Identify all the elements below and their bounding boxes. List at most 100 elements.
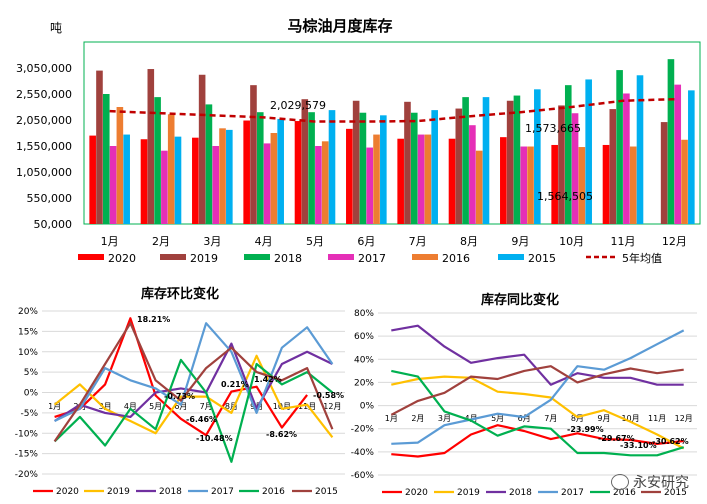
data-label: -6.46% xyxy=(186,415,217,424)
bar-2017 xyxy=(469,125,476,224)
data-label: 1,573,665 xyxy=(525,122,581,135)
legend-swatch xyxy=(328,254,354,260)
bar-2016 xyxy=(424,134,432,224)
x-tick-label: 2月 xyxy=(152,235,170,248)
bar-2016 xyxy=(578,147,586,224)
bar-2019 xyxy=(250,85,257,224)
bar-2017 xyxy=(417,134,425,224)
bar-2015 xyxy=(123,134,130,224)
legend-label: 2016 xyxy=(613,488,636,498)
bar-2018 xyxy=(616,70,623,224)
x-tick-label: 12月 xyxy=(675,414,693,423)
bar-2018 xyxy=(359,112,367,224)
x-tick-label: 12月 xyxy=(662,235,687,248)
bar-2017 xyxy=(571,113,579,224)
legend-label: 2020 xyxy=(108,252,136,265)
y-tick-label: -10% xyxy=(15,429,39,439)
y-tick-label: 10% xyxy=(18,348,38,358)
legend-label: 2016 xyxy=(262,487,285,497)
data-label: -8.62% xyxy=(266,430,297,439)
y-tick-label: 0% xyxy=(24,389,39,399)
y-tick-label: -20% xyxy=(15,470,39,480)
series-line-2016 xyxy=(53,358,334,463)
x-tick-label: 8月 xyxy=(460,235,478,248)
watermark-text: 永安研究 xyxy=(633,475,689,491)
x-tick-label: 1月 xyxy=(48,402,61,411)
legend-label: 2017 xyxy=(211,487,234,497)
bar-2020 xyxy=(551,144,558,224)
y-tick-label: -20% xyxy=(351,425,375,435)
legend-swatch xyxy=(78,254,104,260)
x-tick-label: 3月 xyxy=(203,235,221,248)
bar-2019 xyxy=(198,74,206,224)
bar-2020 xyxy=(89,135,96,224)
bar-2016 xyxy=(629,146,637,224)
x-tick-label: 4月 xyxy=(124,402,137,411)
y-tick-label: -60% xyxy=(351,471,375,481)
top-chart-unit: 吨 xyxy=(50,21,62,35)
bar-2018 xyxy=(513,95,521,224)
data-label: -33.10% xyxy=(620,441,657,450)
series-line-2019 xyxy=(391,375,685,450)
legend-label: 2015 xyxy=(664,488,687,498)
legend-label: 2020 xyxy=(405,488,428,498)
data-label: 1.42% xyxy=(254,375,282,384)
bar-2015 xyxy=(585,79,592,224)
data-label: 1,564,505 xyxy=(537,190,593,203)
legend-label: 2020 xyxy=(56,487,79,497)
data-label: -10.48% xyxy=(196,434,233,443)
bar-2015 xyxy=(482,97,490,224)
data-label: -29.67% xyxy=(598,434,635,443)
x-tick-label: 10月 xyxy=(559,235,584,248)
bar-2015 xyxy=(636,75,644,224)
bar-2018 xyxy=(154,97,161,224)
bar-2016 xyxy=(475,150,483,224)
y-tick-label: 2,050,000 xyxy=(16,114,72,127)
bar-2019 xyxy=(352,100,360,224)
y-tick-label: 40% xyxy=(354,355,374,365)
bar-2017 xyxy=(212,146,220,224)
data-label: 18.21% xyxy=(137,315,170,324)
top-plot-area xyxy=(83,41,701,225)
series-line-2015 xyxy=(390,365,684,416)
bar-2020 xyxy=(602,144,610,224)
bar-2015 xyxy=(431,110,438,224)
series-line-2016 xyxy=(391,369,685,457)
x-tick-label: 6月 xyxy=(518,414,531,423)
bar-2020 xyxy=(448,138,456,224)
bar-2017 xyxy=(366,147,374,224)
legend-label: 2016 xyxy=(442,252,470,265)
bar-2019 xyxy=(506,100,514,224)
y-tick-label: 15% xyxy=(18,327,38,337)
bar-2020 xyxy=(500,137,507,224)
legend-label: 2018 xyxy=(159,487,182,497)
y-tick-label: 1,050,000 xyxy=(16,166,72,179)
x-tick-label: 5月 xyxy=(149,402,162,411)
bar-2018 xyxy=(102,94,110,224)
series-line-2019 xyxy=(53,354,334,438)
bar-2018 xyxy=(308,112,315,224)
x-tick-label: 3月 xyxy=(99,402,112,411)
bar-2015 xyxy=(380,115,387,224)
bar-2015 xyxy=(174,136,182,224)
mom-change-line-chart: 库存环比变化 20%15%10%5%0%-5%-10%-15%-20%1月 2月 3… xyxy=(15,286,345,497)
y-tick-label: 0% xyxy=(360,402,375,412)
x-tick-label: 12月 xyxy=(323,402,341,411)
y-tick-label: -15% xyxy=(15,450,39,460)
bar-2015 xyxy=(277,118,284,224)
bar-2017 xyxy=(161,150,168,224)
series-line-2018 xyxy=(391,324,684,386)
bar-2015 xyxy=(534,89,541,224)
series-line-2018 xyxy=(54,342,333,422)
watermark: 永安研究 xyxy=(611,472,689,492)
legend-label: 2015 xyxy=(315,487,338,497)
bar-2015 xyxy=(328,110,336,224)
x-tick-label: 4月 xyxy=(255,235,273,248)
series-line-2017 xyxy=(391,329,685,445)
top-chart-title: 马棕油月度库存 xyxy=(287,17,392,35)
data-label: 0.21% xyxy=(221,380,249,389)
bar-2016 xyxy=(681,139,688,224)
x-tick-label: 6月 xyxy=(174,402,187,411)
y-tick-label: -40% xyxy=(351,448,375,458)
